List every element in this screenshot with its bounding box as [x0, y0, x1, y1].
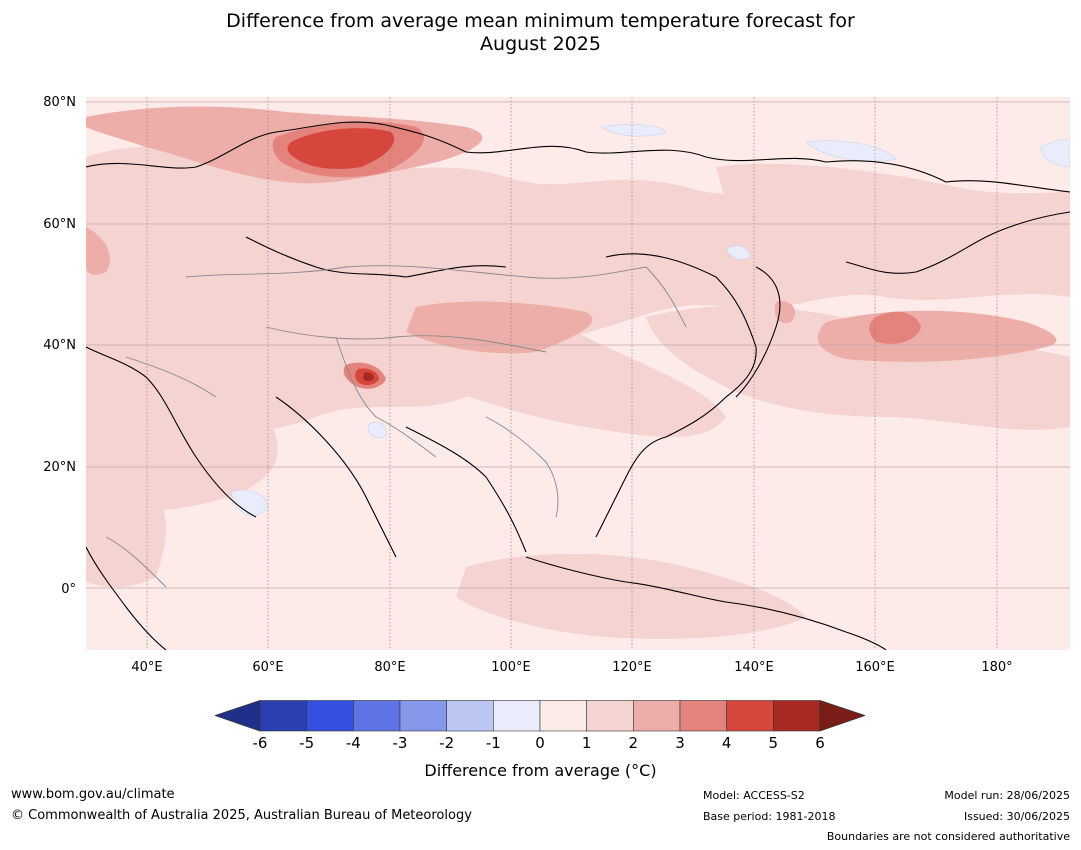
colorbar-extend-low [213, 699, 261, 732]
colorbar-tick-label: 1 [581, 734, 592, 752]
colorbar-tick-label: 5 [768, 734, 779, 752]
colorbar-segment [306, 700, 354, 732]
copyright-text: © Commonwealth of Australia 2025, Austra… [11, 808, 472, 823]
colorbar-segment [493, 700, 541, 732]
lon-label-100e: 100°E [491, 660, 531, 675]
colorbar-tick-label: -5 [299, 734, 315, 752]
colorbar [213, 699, 867, 732]
colorbar-tick-label: -6 [252, 734, 268, 752]
coastlines [86, 121, 1070, 650]
colorbar-tick-label: -3 [392, 734, 408, 752]
model-text: Model: ACCESS-S2 [703, 789, 805, 802]
colorbar-svg [213, 699, 867, 732]
chart-title: Difference from average mean minimum tem… [0, 10, 1081, 56]
colorbar-segment [446, 700, 494, 732]
colorbar-tick-label: -2 [439, 734, 455, 752]
issued-text: Issued: 30/06/2025 [963, 810, 1070, 823]
colorbar-extend-high [819, 699, 867, 732]
lon-label-180: 180° [981, 660, 1013, 675]
colorbar-tick-label: 0 [535, 734, 545, 752]
anomaly-band-4-5 [287, 128, 395, 386]
website-link[interactable]: www.bom.gov.au/climate [11, 787, 175, 802]
lon-label-140e: 140°E [734, 660, 774, 675]
colorbar-segment [633, 700, 681, 732]
lon-label-160e: 160°E [855, 660, 895, 675]
colorbar-label: Difference from average (°C) [424, 761, 657, 780]
lat-label-60n: 60°N [43, 217, 76, 232]
colorbar-segment [399, 700, 447, 732]
lon-label-80e: 80°E [374, 660, 406, 675]
title-line-2: August 2025 [480, 33, 601, 55]
colorbar-segment [726, 700, 774, 732]
colorbar-tick-label: 6 [815, 734, 825, 752]
boundaries-note: Boundaries are not considered authoritat… [826, 830, 1070, 843]
lat-label-20n: 20°N [43, 460, 76, 475]
cool-patches [230, 124, 1070, 516]
national-borders [105, 265, 687, 588]
lon-label-40e: 40°E [131, 660, 163, 675]
title-line-1: Difference from average mean minimum tem… [226, 10, 855, 32]
lat-label-40n: 40°N [43, 338, 76, 353]
lon-label-60e: 60°E [252, 660, 284, 675]
lat-label-0: 0° [61, 582, 76, 597]
lon-label-120e: 120°E [612, 660, 652, 675]
colorbar-tick-label: -4 [345, 734, 361, 752]
lat-label-80n: 80°N [43, 95, 76, 110]
colorbar-segment [773, 700, 821, 732]
latitude-gridlines [86, 101, 1070, 589]
colorbar-segment [353, 700, 401, 732]
colorbar-segment [586, 700, 634, 732]
colorbar-segment [259, 700, 307, 732]
colorbar-segment [539, 700, 587, 732]
colorbar-tick-label: 2 [628, 734, 639, 752]
anomaly-map [86, 97, 1070, 650]
base-period-text: Base period: 1981-2018 [703, 810, 836, 823]
colorbar-tick-label: 4 [721, 734, 732, 752]
colorbar-tick-label: 3 [675, 734, 685, 752]
model-run-text: Model run: 28/06/2025 [944, 789, 1070, 802]
anomaly-band-5-6 [363, 372, 374, 382]
colorbar-tick-label: -1 [485, 734, 501, 752]
colorbar-segment [679, 700, 727, 732]
map-panel [86, 97, 1070, 650]
